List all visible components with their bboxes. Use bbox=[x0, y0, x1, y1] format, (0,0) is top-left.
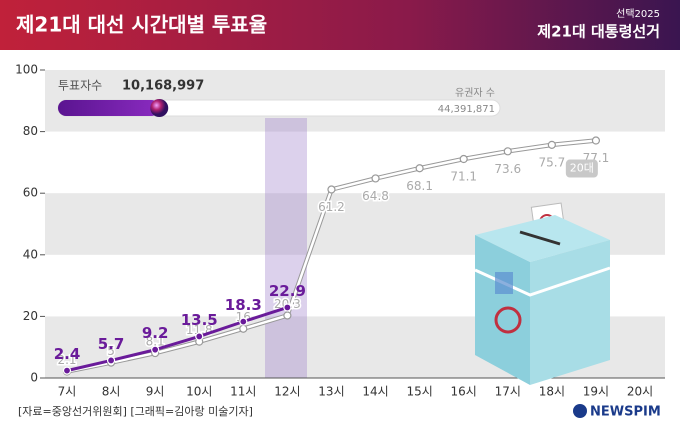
logo: 제21대 대통령선거 bbox=[537, 23, 660, 41]
electorate-label: 유권자 수 bbox=[455, 87, 495, 99]
point bbox=[459, 154, 468, 164]
value-label: 13.5 bbox=[181, 311, 218, 329]
value-label: 18.3 bbox=[225, 296, 262, 314]
point bbox=[151, 345, 160, 354]
point bbox=[591, 136, 601, 145]
value-label: 5 bbox=[107, 344, 115, 358]
point bbox=[106, 356, 116, 365]
x-tick-label: 10시 bbox=[186, 385, 212, 399]
x-tick-label: 11시 bbox=[230, 385, 256, 399]
point bbox=[283, 311, 292, 320]
point bbox=[195, 332, 204, 341]
point bbox=[371, 174, 380, 183]
x-tick-label: 7시 bbox=[58, 385, 77, 399]
x-tick-label: 9시 bbox=[146, 385, 165, 399]
ballot-box bbox=[474, 202, 611, 385]
y-tick-label: 80 bbox=[23, 124, 38, 138]
x-tick-label: 14시 bbox=[362, 385, 388, 399]
value-label: 71.1 bbox=[450, 170, 477, 184]
x-tick-label: 13시 bbox=[318, 385, 344, 399]
point bbox=[62, 366, 72, 375]
x-tick-label: 15시 bbox=[406, 385, 432, 399]
progress-ball bbox=[150, 99, 169, 117]
point bbox=[327, 185, 336, 194]
point bbox=[547, 140, 556, 149]
value-label: 68.1 bbox=[406, 179, 433, 193]
voters-label: 투표자수 bbox=[58, 79, 102, 93]
value-label: 5.7 bbox=[98, 335, 125, 353]
point bbox=[239, 317, 248, 326]
value-label: 75.7 bbox=[538, 155, 565, 169]
y-tick-label: 0 bbox=[30, 371, 38, 385]
x-tick-label: 20시 bbox=[627, 385, 653, 399]
value-label: 73.6 bbox=[494, 162, 521, 176]
value-label: 2.4 bbox=[54, 345, 81, 363]
x-tick-label: 17시 bbox=[495, 385, 521, 399]
point bbox=[415, 164, 424, 173]
progress-fill bbox=[58, 100, 160, 116]
point bbox=[239, 324, 248, 333]
source: [자료=중앙선거위원회] [그래픽=김아랑 미술기자] bbox=[18, 405, 253, 418]
brand-icon bbox=[573, 404, 587, 418]
logo-top: 선택2025 bbox=[616, 8, 660, 20]
y-tick-label: 40 bbox=[23, 247, 38, 261]
title: 제21대 대선 시간대별 투표율 bbox=[16, 13, 267, 37]
legend-label: 20대 bbox=[570, 162, 594, 175]
x-tick-label: 12시 bbox=[274, 385, 300, 399]
electorate-value: 44,391,871 bbox=[438, 104, 495, 115]
value-label: 2.1 bbox=[57, 353, 76, 367]
brand: NEWSPIM bbox=[590, 405, 661, 420]
x-tick-label: 19시 bbox=[583, 385, 609, 399]
value-label: 22.9 bbox=[269, 282, 306, 300]
x-tick-label: 18시 bbox=[539, 385, 565, 399]
series-line bbox=[66, 306, 288, 373]
value-label: 8.1 bbox=[146, 335, 165, 349]
point bbox=[283, 303, 292, 312]
y-tick-label: 100 bbox=[15, 63, 38, 77]
highlight bbox=[265, 118, 307, 378]
point bbox=[503, 147, 512, 156]
header bbox=[0, 0, 680, 50]
y-tick-label: 20 bbox=[23, 309, 38, 323]
voters-value: 10,168,997 bbox=[122, 79, 204, 94]
y-tick-label: 60 bbox=[23, 186, 38, 200]
value-label: 9.2 bbox=[142, 324, 169, 342]
x-tick-label: 8시 bbox=[102, 385, 121, 399]
legend-box bbox=[565, 159, 598, 178]
value-label: 64.8 bbox=[362, 189, 389, 203]
x-tick-label: 16시 bbox=[451, 385, 477, 399]
value-label: 61.2 bbox=[318, 200, 345, 214]
